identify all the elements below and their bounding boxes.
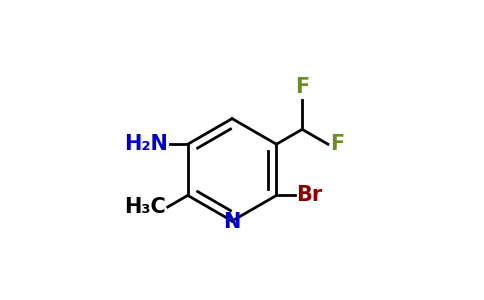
Text: H₃C: H₃C	[124, 197, 166, 217]
Text: Br: Br	[296, 185, 322, 206]
Text: N: N	[224, 212, 241, 232]
Text: H₂N: H₂N	[124, 134, 168, 154]
Text: F: F	[331, 134, 345, 154]
Text: F: F	[295, 77, 309, 97]
